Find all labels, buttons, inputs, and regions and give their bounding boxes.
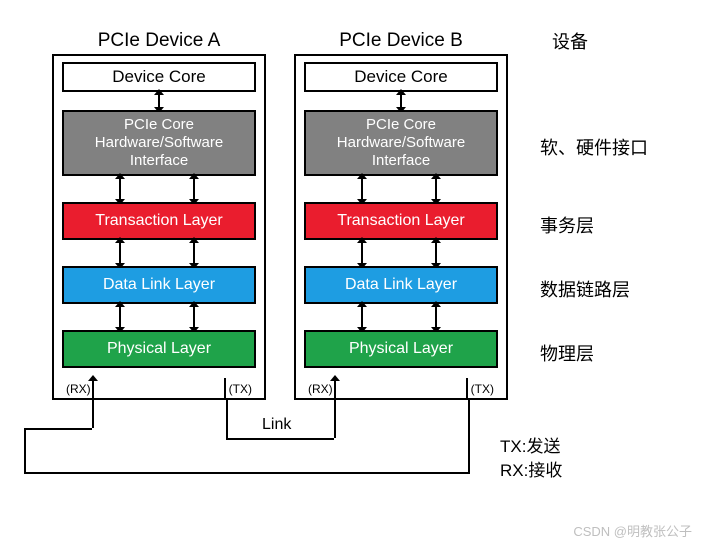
bidir-arrow-icon: [361, 178, 363, 200]
tx-arrow-b-icon: [466, 378, 468, 400]
arrow-gap: [304, 176, 498, 202]
tx-label-a: (TX): [229, 382, 252, 396]
side-label-dll: 数据链路层: [540, 276, 630, 302]
pcie-core-l1: PCIe Core: [124, 116, 194, 134]
bidir-arrow-icon: [193, 306, 195, 328]
arrow-gap: [304, 240, 498, 266]
device-b-title: PCIe Device B: [296, 30, 506, 52]
bidir-arrow-icon: [158, 94, 160, 108]
pcie-core-l3: Interface: [372, 152, 430, 170]
device-b: PCIe Device B Device Core PCIe Core Hard…: [294, 54, 508, 400]
pcie-core-a: PCIe Core Hardware/Software Interface: [62, 110, 256, 176]
transaction-layer-b: Transaction Layer: [304, 202, 498, 240]
data-link-label: Data Link Layer: [345, 276, 457, 294]
link-line: [468, 398, 470, 472]
link-line: [24, 428, 92, 430]
pcie-core-l1: PCIe Core: [366, 116, 436, 134]
link-line: [24, 472, 470, 474]
device-a-title: PCIe Device A: [54, 30, 264, 52]
bidir-arrow-icon: [119, 242, 121, 264]
link-line: [334, 398, 336, 438]
link-line: [226, 438, 334, 440]
bidir-arrow-icon: [361, 242, 363, 264]
tx-label-b: (TX): [471, 382, 494, 396]
arrow-gap: [62, 304, 256, 330]
physical-layer-b: Physical Layer: [304, 330, 498, 368]
data-link-label: Data Link Layer: [103, 276, 215, 294]
device-core-b: Device Core: [304, 62, 498, 92]
bidir-arrow-icon: [435, 242, 437, 264]
link-line: [92, 398, 94, 428]
bidir-arrow-icon: [361, 306, 363, 328]
physical-label: Physical Layer: [349, 340, 453, 358]
arrow-gap: [304, 92, 498, 110]
device-a: PCIe Device A Device Core PCIe Core Hard…: [52, 54, 266, 400]
rx-arrow-a-icon: [92, 380, 94, 398]
link-line: [226, 398, 228, 438]
rx-desc: RX:接收: [500, 456, 562, 481]
arrow-gap: [62, 92, 256, 110]
transaction-label: Transaction Layer: [95, 212, 222, 230]
rx-label-a: (RX): [66, 382, 91, 396]
credit-label: CSDN @明教张公子: [573, 521, 692, 540]
pcie-core-l2: Hardware/Software: [95, 134, 223, 152]
tx-arrow-a-icon: [224, 378, 226, 400]
pcie-core-l3: Interface: [130, 152, 188, 170]
diagram-canvas: PCIe Device A Device Core PCIe Core Hard…: [0, 0, 710, 552]
bidir-arrow-icon: [193, 178, 195, 200]
pcie-core-b: PCIe Core Hardware/Software Interface: [304, 110, 498, 176]
bidir-arrow-icon: [435, 306, 437, 328]
bidir-arrow-icon: [119, 306, 121, 328]
device-core-label: Device Core: [354, 67, 448, 87]
link-label: Link: [262, 416, 291, 434]
physical-layer-a: Physical Layer: [62, 330, 256, 368]
arrow-gap: [62, 176, 256, 202]
bidir-arrow-icon: [435, 178, 437, 200]
bidir-arrow-icon: [119, 178, 121, 200]
rx-label-b: (RX): [308, 382, 333, 396]
bidir-arrow-icon: [193, 242, 195, 264]
link-line: [24, 428, 26, 472]
device-core-a: Device Core: [62, 62, 256, 92]
bidir-arrow-icon: [400, 94, 402, 108]
data-link-layer-b: Data Link Layer: [304, 266, 498, 304]
arrow-gap: [304, 304, 498, 330]
transaction-label: Transaction Layer: [337, 212, 464, 230]
physical-label: Physical Layer: [107, 340, 211, 358]
side-label-hw-sw: 软、硬件接口: [540, 134, 648, 160]
device-core-label: Device Core: [112, 67, 206, 87]
side-label-device: 设备: [552, 28, 588, 54]
tx-desc: TX:发送: [500, 432, 560, 457]
transaction-layer-a: Transaction Layer: [62, 202, 256, 240]
pcie-core-l2: Hardware/Software: [337, 134, 465, 152]
side-label-phy: 物理层: [540, 340, 594, 366]
data-link-layer-a: Data Link Layer: [62, 266, 256, 304]
arrow-gap: [62, 240, 256, 266]
rx-arrow-b-icon: [334, 380, 336, 398]
side-label-txn: 事务层: [540, 212, 594, 238]
